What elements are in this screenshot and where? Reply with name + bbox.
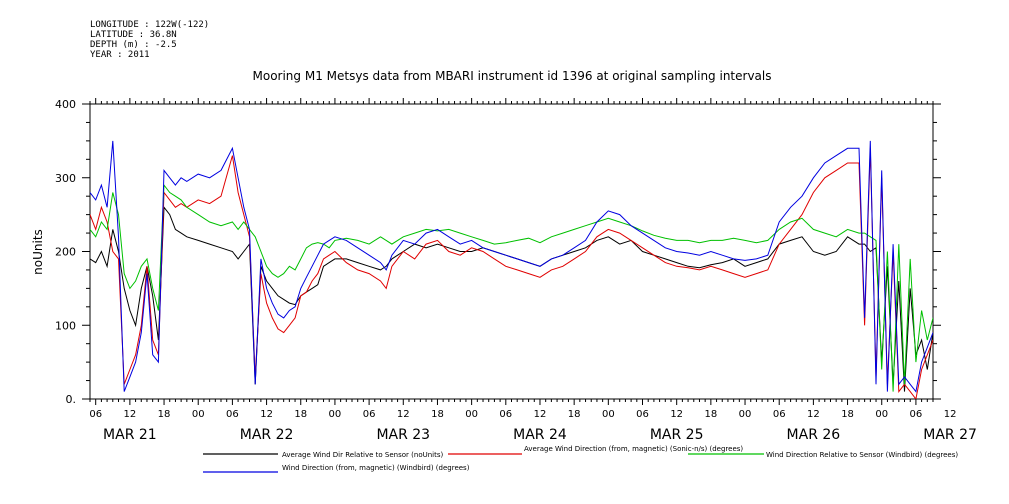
plot-frame bbox=[89, 103, 934, 400]
x-tick-label: 00 bbox=[739, 409, 752, 420]
x-day-label: MAR 23 bbox=[376, 427, 430, 443]
metadata-block: LONGITUDE : 122W(-122) LATITUDE : 36.8N … bbox=[90, 20, 209, 60]
meta-line: YEAR : 2011 bbox=[90, 50, 150, 60]
x-day-label: MAR 21 bbox=[103, 427, 157, 443]
x-tick-label: 18 bbox=[294, 409, 307, 420]
x-day-label: MAR 27 bbox=[923, 427, 977, 443]
x-day-label: MAR 26 bbox=[787, 427, 841, 443]
x-tick-label: 06 bbox=[89, 409, 102, 420]
x-tick-label: 06 bbox=[910, 409, 923, 420]
x-tick-label: 12 bbox=[670, 409, 683, 420]
x-tick-label: 06 bbox=[636, 409, 649, 420]
x-tick-label: 12 bbox=[534, 409, 547, 420]
series-line bbox=[90, 183, 933, 392]
axes: 06 12 18 00 06 12 18 00 06 12 18 00 06 12 18 00 06 12 18 00… bbox=[55, 98, 977, 443]
y-tick-label: 300 bbox=[55, 172, 76, 185]
legend-label: Average Wind Dir Relative to Sensor (noU… bbox=[282, 451, 443, 459]
x-tick-label: 18 bbox=[704, 409, 717, 420]
x-tick-label: 12 bbox=[397, 409, 410, 420]
x-tick-label: 12 bbox=[260, 409, 273, 420]
x-tick-label: 00 bbox=[602, 409, 615, 420]
y-tick-label: 400 bbox=[55, 98, 76, 111]
x-tick-label: 00 bbox=[192, 409, 205, 420]
meta-line: LONGITUDE : 122W(-122) bbox=[90, 20, 210, 30]
x-tick-label: 00 bbox=[465, 409, 478, 420]
series-group bbox=[90, 140, 933, 399]
series-line bbox=[90, 148, 933, 399]
x-tick-label: 06 bbox=[773, 409, 786, 420]
x-tick-label: 06 bbox=[363, 409, 376, 420]
x-tick-label: 12 bbox=[807, 409, 820, 420]
y-tick-label: 200 bbox=[55, 246, 76, 259]
legend: Average Wind Dir Relative to Sensor (noU… bbox=[203, 445, 958, 473]
x-tick-label: 12 bbox=[944, 409, 957, 420]
x-day-label: MAR 24 bbox=[513, 427, 567, 443]
legend-label: Wind Direction Relative to Sensor (Windb… bbox=[766, 451, 958, 459]
x-day-label: MAR 25 bbox=[650, 427, 704, 443]
y-tick-label: 0. bbox=[66, 393, 77, 406]
y-tick-label: 100 bbox=[55, 319, 76, 332]
x-tick-label: 18 bbox=[841, 409, 854, 420]
x-tick-label: 12 bbox=[124, 409, 137, 420]
x-tick-label: 06 bbox=[499, 409, 512, 420]
x-tick-label: 18 bbox=[158, 409, 171, 420]
x-day-label: MAR 22 bbox=[240, 427, 294, 443]
series-line bbox=[90, 140, 933, 393]
meta-line: DEPTH (m) : -2.5 bbox=[90, 40, 177, 50]
x-tick-label: 18 bbox=[431, 409, 444, 420]
x-tick-label: 00 bbox=[875, 409, 888, 420]
series-line bbox=[90, 205, 933, 392]
meta-line: LATITUDE : 36.8N bbox=[90, 30, 177, 40]
x-tick-label: 00 bbox=[329, 409, 342, 420]
legend-label: Wind Direction (from, magnetic) (Windbir… bbox=[282, 464, 470, 472]
x-tick-label: 18 bbox=[568, 409, 581, 420]
y-axis-label: noUnits bbox=[31, 229, 45, 275]
x-tick-label: 06 bbox=[226, 409, 239, 420]
legend-label: Average Wind Direction (from, magnetic) … bbox=[524, 445, 743, 453]
chart-title: Mooring M1 Metsys data from MBARI instru… bbox=[253, 69, 772, 83]
